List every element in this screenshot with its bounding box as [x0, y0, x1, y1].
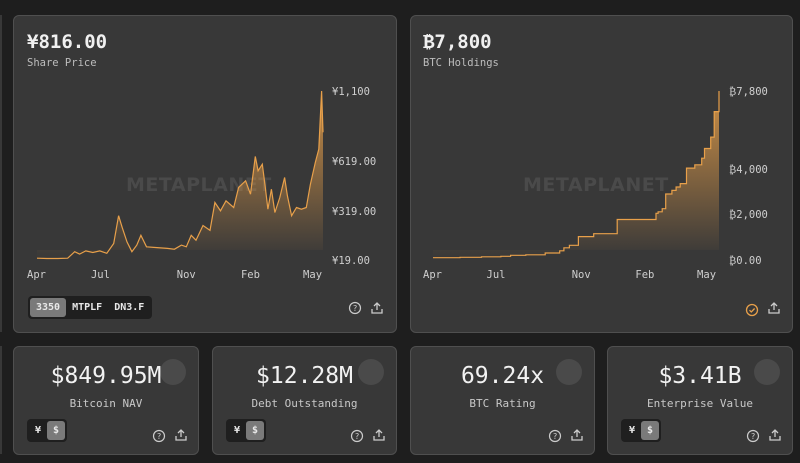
- share-icon[interactable]: [570, 428, 584, 442]
- btc-holdings-card: ₿7,800 BTC Holdings METAPLANET Apr Jul Nov F…: [410, 15, 793, 333]
- metaplanet-logo-icon: [754, 359, 780, 385]
- share-price-chart: METAPLANET Apr Jul Nov Feb May ¥19.00 ¥319.00 ¥6…: [27, 86, 376, 281]
- metaplanet-watermark: METAPLANET: [523, 174, 669, 196]
- currency-option[interactable]: $: [47, 421, 66, 440]
- ticker-mtplf[interactable]: MTPLF: [72, 302, 103, 313]
- metric-card: $12.28M Debt Outstanding ¥ $?: [212, 346, 397, 455]
- x-tick-label: Apr: [27, 269, 46, 281]
- currency-toggle: ¥ $: [27, 419, 68, 442]
- share-icon[interactable]: [768, 428, 782, 442]
- left-partial-card: [0, 15, 2, 332]
- currency-option[interactable]: ¥: [234, 425, 241, 436]
- metric-card: $3.41B Enterprise Value ¥ $?: [607, 346, 793, 455]
- share-icon[interactable]: [370, 301, 384, 315]
- metric-card: $849.95M Bitcoin NAV ¥ $?: [13, 346, 199, 455]
- currency-option[interactable]: $: [246, 421, 265, 440]
- metric-card: 69.24x BTC Rating?: [410, 346, 595, 455]
- currency-toggle: ¥ $: [226, 419, 267, 442]
- svg-text:?: ?: [553, 432, 558, 441]
- metaplanet-logo-icon: [358, 359, 384, 385]
- help-circle-icon[interactable]: ?: [548, 429, 562, 443]
- share-icon[interactable]: [174, 428, 188, 442]
- share-price-label: Share Price: [27, 57, 97, 69]
- x-tick-label: Apr: [423, 269, 442, 281]
- ticker-dn3f[interactable]: DN3.F: [114, 302, 145, 313]
- y-tick-label: ¥19.00: [332, 255, 370, 267]
- share-price-value: ¥816.00: [27, 31, 108, 53]
- help-circle-icon[interactable]: ?: [350, 429, 364, 443]
- metric-value: $12.28M: [256, 363, 353, 389]
- metaplanet-logo-icon: [556, 359, 582, 385]
- y-tick-label: ₿2,000: [729, 209, 768, 221]
- share-icon[interactable]: [767, 301, 781, 315]
- ticker-3350[interactable]: 3350: [30, 298, 67, 317]
- x-tick-label: May: [697, 269, 716, 281]
- btc-holdings-value: ₿7,800: [423, 31, 492, 53]
- x-tick-label: Jul: [91, 269, 110, 281]
- currency-option[interactable]: $: [641, 421, 660, 440]
- metric-label: BTC Rating: [469, 397, 536, 410]
- share-icon[interactable]: [372, 428, 386, 442]
- y-tick-label: ¥619.00: [332, 156, 376, 168]
- y-tick-label: ¥1,100: [332, 86, 370, 98]
- area-fill: [37, 91, 323, 259]
- currency-option[interactable]: ¥: [629, 425, 636, 436]
- help-circle-icon[interactable]: ?: [348, 301, 362, 315]
- metric-value: $849.95M: [50, 363, 162, 389]
- y-tick-label: ¥319.00: [332, 206, 376, 218]
- x-tick-label: May: [303, 269, 322, 281]
- verified-check-icon[interactable]: [745, 303, 759, 317]
- x-tick-label: Feb: [635, 269, 654, 281]
- metric-label: Bitcoin NAV: [69, 397, 143, 410]
- metric-value: $3.41B: [658, 363, 742, 389]
- help-circle-icon[interactable]: ?: [152, 429, 166, 443]
- metaplanet-logo-icon: [160, 359, 186, 385]
- ticker-selector: 3350 MTPLF DN3.F: [28, 296, 153, 319]
- metric-label: Debt Outstanding: [251, 397, 358, 410]
- area-fill: [433, 91, 719, 258]
- svg-text:?: ?: [751, 432, 756, 441]
- x-tick-label: Feb: [241, 269, 260, 281]
- metaplanet-watermark: METAPLANET: [126, 174, 272, 196]
- share-price-card: ¥816.00 Share Price METAPLANET Apr Jul Nov F…: [13, 15, 397, 333]
- currency-toggle: ¥ $: [621, 419, 662, 442]
- left-partial-card: [0, 346, 2, 454]
- svg-text:?: ?: [157, 432, 162, 441]
- y-tick-label: ₿0.00: [729, 255, 762, 267]
- btc-holdings-chart: METAPLANET Apr Jul Nov Feb May ₿0.00 ₿2,000 ₿4,0…: [423, 86, 768, 281]
- y-tick-label: ₿7,800: [729, 86, 768, 98]
- help-circle-icon[interactable]: ?: [746, 429, 760, 443]
- metric-label: Enterprise Value: [647, 397, 753, 410]
- btc-holdings-label: BTC Holdings: [423, 57, 499, 69]
- svg-text:?: ?: [353, 304, 358, 313]
- y-tick-label: ₿4,000: [729, 164, 768, 176]
- x-tick-label: Nov: [572, 269, 591, 281]
- svg-text:?: ?: [355, 432, 360, 441]
- x-tick-label: Nov: [177, 269, 196, 281]
- x-tick-label: Jul: [487, 269, 506, 281]
- currency-option[interactable]: ¥: [35, 425, 42, 436]
- metric-value: 69.24x: [460, 363, 545, 389]
